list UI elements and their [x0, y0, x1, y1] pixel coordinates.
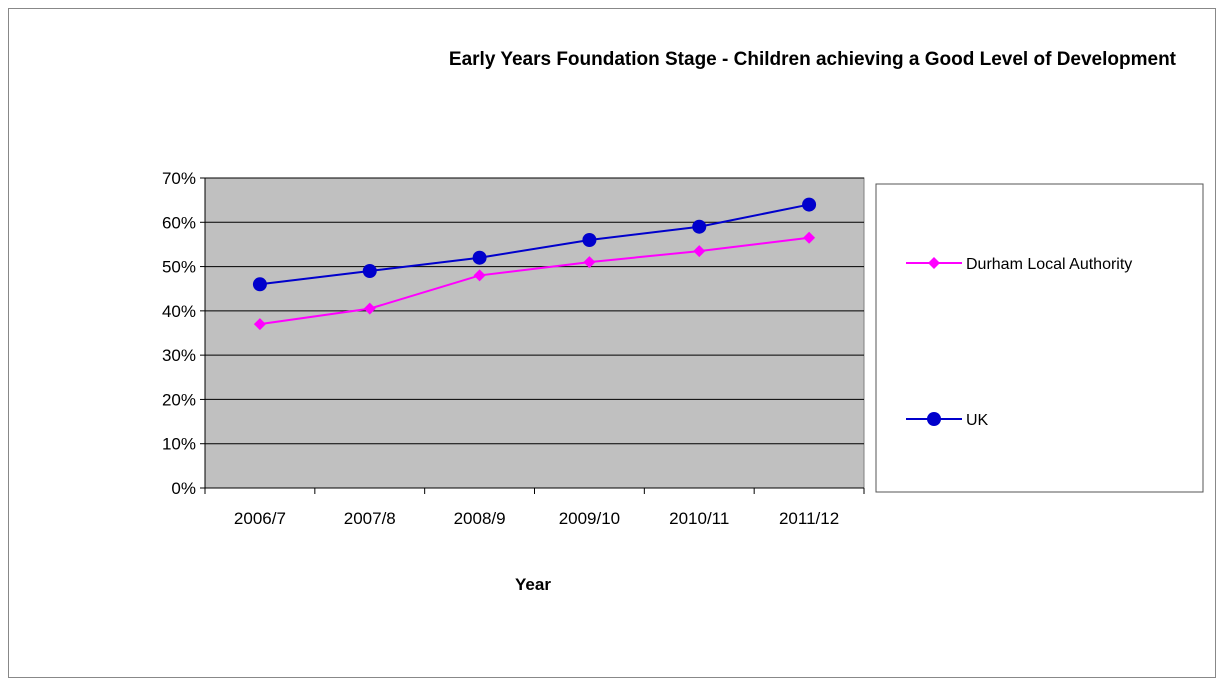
x-tick-label: 2011/12 — [779, 509, 839, 528]
x-tick-label: 2006/7 — [234, 509, 286, 528]
legend-marker — [927, 412, 941, 426]
data-point — [363, 302, 376, 315]
x-tick-label: 2007/8 — [344, 509, 396, 528]
y-tick-label: 60% — [162, 213, 196, 232]
x-axis-ticks: 2006/7 2007/8 2008/9 2009/10 2010/11 2011/12 — [204, 488, 865, 528]
y-tick-label: 50% — [162, 258, 196, 277]
data-point — [692, 219, 707, 234]
legend-label: Durham Local Authority — [966, 256, 1132, 273]
legend-item: UK — [906, 412, 989, 429]
y-tick-label: 70% — [162, 169, 196, 188]
data-point — [472, 250, 487, 265]
x-tick-label: 2009/10 — [559, 509, 620, 528]
y-tick-label: 40% — [162, 302, 196, 321]
x-axis-label: Year — [515, 575, 551, 594]
data-point — [362, 264, 377, 278]
series-line — [259, 203, 810, 286]
series-durham-local-authority — [253, 231, 816, 331]
legend-item: Durham Local Authority — [906, 256, 1132, 273]
data-point — [252, 277, 267, 292]
data-point — [693, 245, 706, 258]
grid-lines — [205, 177, 864, 445]
data-point — [583, 256, 596, 269]
legend-label: UK — [966, 412, 989, 429]
x-tick-label: 2008/9 — [454, 509, 506, 528]
data-point — [803, 231, 816, 244]
series-layer — [252, 197, 817, 331]
data-point — [582, 233, 597, 247]
y-tick-label: 0% — [171, 479, 196, 498]
y-tick-label: 30% — [162, 346, 196, 365]
chart-title: Early Years Foundation Stage - Children … — [449, 49, 1177, 70]
legend-marker — [928, 257, 940, 269]
y-tick-label: 20% — [162, 390, 196, 409]
plot-area — [204, 177, 865, 489]
data-point — [473, 269, 486, 282]
legend: Durham Local Authority UK — [875, 183, 1204, 493]
series-line — [259, 236, 810, 326]
y-axis-ticks: 0% 10% 20% 30% 40% 50% 60% 70% — [162, 169, 205, 498]
data-point — [253, 318, 266, 331]
x-tick-label: 2010/11 — [669, 509, 729, 528]
data-point — [802, 197, 817, 212]
y-tick-label: 10% — [162, 435, 196, 454]
legend-box — [875, 183, 1204, 493]
series-uk — [252, 197, 817, 292]
